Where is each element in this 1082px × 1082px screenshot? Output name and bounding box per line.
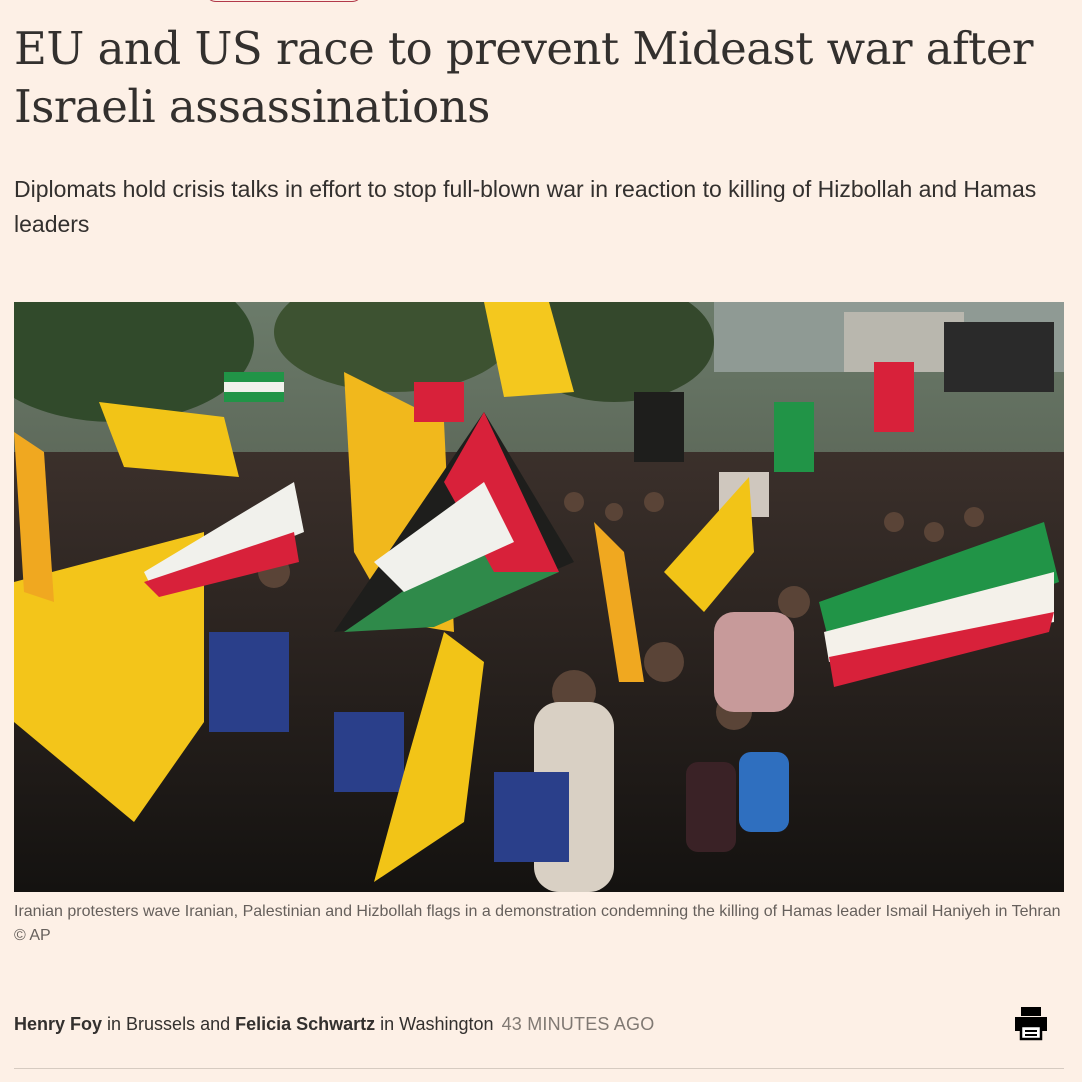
topic-tag[interactable] [205,0,363,2]
article-main-image [14,302,1064,892]
image-caption: Iranian protesters wave Iranian, Palesti… [14,903,1061,944]
print-button[interactable] [1012,1004,1050,1042]
divider [14,1068,1064,1069]
article-standfirst: Diplomats hold crisis talks in effort to… [14,176,1037,237]
author-link-1[interactable]: Henry Foy [14,1014,103,1034]
byline-location-2: in Washington [375,1014,494,1034]
byline: Henry Foy in Brussels and Felicia Schwar… [14,1010,654,1038]
print-icon [1015,1007,1047,1041]
author-link-2[interactable]: Felicia Schwartz [235,1014,376,1034]
byline-location-1: in Brussels and [102,1014,236,1034]
article-headline: EU and US race to prevent Mideast war af… [14,22,1033,133]
publish-timestamp: 43 MINUTES AGO [501,1014,655,1034]
